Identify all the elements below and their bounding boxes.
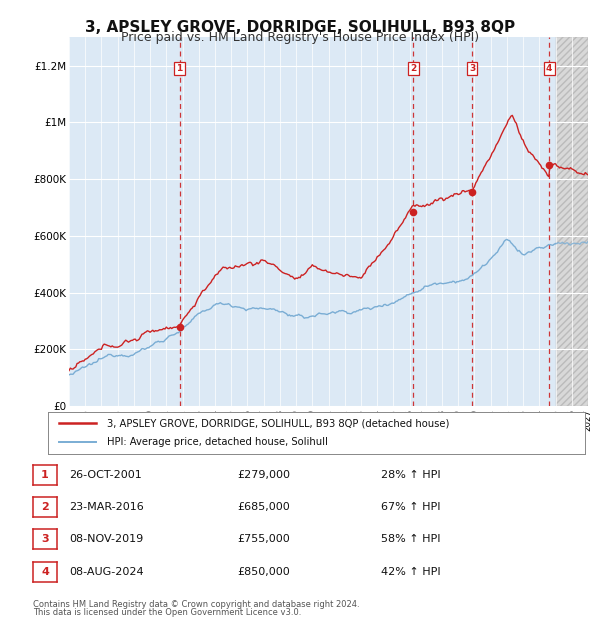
Text: 67% ↑ HPI: 67% ↑ HPI <box>381 502 440 512</box>
Text: 08-NOV-2019: 08-NOV-2019 <box>69 534 143 544</box>
Text: Price paid vs. HM Land Registry's House Price Index (HPI): Price paid vs. HM Land Registry's House … <box>121 31 479 44</box>
Text: 26-OCT-2001: 26-OCT-2001 <box>69 470 142 480</box>
Text: 23-MAR-2016: 23-MAR-2016 <box>69 502 144 512</box>
Text: 08-AUG-2024: 08-AUG-2024 <box>69 567 143 577</box>
Text: 3, APSLEY GROVE, DORRIDGE, SOLIHULL, B93 8QP (detached house): 3, APSLEY GROVE, DORRIDGE, SOLIHULL, B93… <box>107 418 449 428</box>
Text: 2: 2 <box>41 502 49 512</box>
Bar <box>556 37 588 406</box>
Text: 4: 4 <box>546 64 552 73</box>
Text: 3, APSLEY GROVE, DORRIDGE, SOLIHULL, B93 8QP: 3, APSLEY GROVE, DORRIDGE, SOLIHULL, B93… <box>85 20 515 35</box>
Text: This data is licensed under the Open Government Licence v3.0.: This data is licensed under the Open Gov… <box>33 608 301 617</box>
Text: 1: 1 <box>41 470 49 480</box>
Text: 58% ↑ HPI: 58% ↑ HPI <box>381 534 440 544</box>
Text: 2: 2 <box>410 64 416 73</box>
Text: HPI: Average price, detached house, Solihull: HPI: Average price, detached house, Soli… <box>107 438 328 448</box>
Text: £850,000: £850,000 <box>237 567 290 577</box>
Text: Contains HM Land Registry data © Crown copyright and database right 2024.: Contains HM Land Registry data © Crown c… <box>33 600 359 609</box>
Text: £279,000: £279,000 <box>237 470 290 480</box>
Text: 3: 3 <box>469 64 475 73</box>
Text: 1: 1 <box>176 64 183 73</box>
Text: 28% ↑ HPI: 28% ↑ HPI <box>381 470 440 480</box>
Text: £685,000: £685,000 <box>237 502 290 512</box>
Text: 4: 4 <box>41 567 49 577</box>
Text: 3: 3 <box>41 534 49 544</box>
Bar <box>556 37 588 406</box>
Text: 42% ↑ HPI: 42% ↑ HPI <box>381 567 440 577</box>
Text: £755,000: £755,000 <box>237 534 290 544</box>
